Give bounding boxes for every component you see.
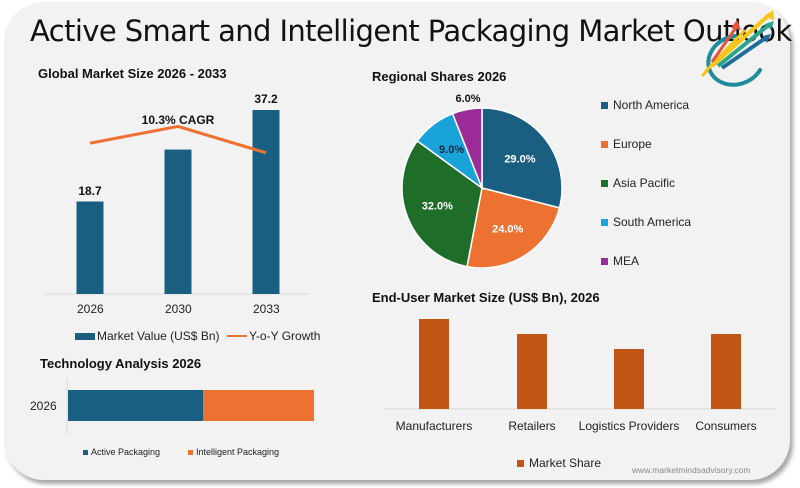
legend-asia-pacific: Asia Pacific <box>601 176 675 190</box>
legend-yoy-growth-swatch <box>227 335 247 337</box>
legend-mea-swatch <box>601 257 608 265</box>
pie-label-mea: 6.0% <box>455 93 481 105</box>
end-user-bar-consumers <box>711 334 741 409</box>
end-user-bar-manufacturers <box>419 319 449 409</box>
end-user-xtick-manufacturers: Manufacturers <box>395 419 473 433</box>
legend-yoy-growth: Y-o-Y Growth <box>227 329 320 343</box>
end-user-title: End-User Market Size (US$ Bn), 2026 <box>372 290 600 305</box>
legend-market-share: Market Share <box>517 456 601 470</box>
legend-market-value-swatch <box>75 332 95 340</box>
legend-active-swatch <box>83 449 88 455</box>
legend-asia-pacific-swatch <box>601 179 608 187</box>
legend-europe-label: Europe <box>613 137 652 151</box>
pie-label-south-america: 9.0% <box>439 144 464 156</box>
legend-intelligent-label: Intelligent Packaging <box>196 447 280 457</box>
pie-slice-mea <box>451 107 483 189</box>
global-market-bar-2026 <box>76 201 104 294</box>
global-market-title: Global Market Size 2026 - 2033 <box>38 66 227 81</box>
legend-north-america-swatch <box>601 101 608 109</box>
legend-active-label: Active Packaging <box>91 447 161 457</box>
global-market-bar-2033 <box>252 110 280 294</box>
legend-south-america-label: South America <box>613 215 692 229</box>
legend-south-america-swatch <box>601 218 608 226</box>
cagr-annotation: 10.3% CAGR <box>141 113 215 127</box>
global-market-xtick-2026: 2026 <box>77 302 104 316</box>
legend-market-value: Market Value (US$ Bn) <box>75 329 220 343</box>
technology-ytick-2026: 2026 <box>30 399 57 413</box>
legend-europe: Europe <box>601 137 652 151</box>
pie-slice-europe <box>466 187 561 269</box>
legend-yoy-growth-label: Y-o-Y Growth <box>249 329 321 343</box>
legend-europe-swatch <box>601 140 608 148</box>
pie-slice-north-america <box>481 107 563 209</box>
global-market-value-label-2026: 18.7 <box>78 183 102 198</box>
end-user-xtick-retailers: Retailers <box>508 419 556 433</box>
legend-intelligent-swatch <box>188 449 193 455</box>
regional-shares-title: Regional Shares 2026 <box>372 69 507 84</box>
end-user-bar-logistics-providers <box>614 349 644 409</box>
global-market-bar-2030 <box>164 149 192 294</box>
legend-south-america: South America <box>601 215 691 229</box>
technology-bar-active <box>68 390 204 421</box>
global-market-xtick-2033: 2033 <box>253 302 280 316</box>
footer-url: www.marketmindsadvisory.com <box>632 465 751 475</box>
technology-title: Technology Analysis 2026 <box>40 356 202 371</box>
pie-label-asia-pacific: 32.0% <box>422 201 453 213</box>
legend-intelligent-packaging: Intelligent Packaging <box>188 447 279 457</box>
pie-slice-asia-pacific <box>401 139 483 268</box>
global-market-value-label-2033: 37.2 <box>254 92 278 106</box>
legend-north-america-label: North America <box>613 98 690 112</box>
legend-mea: MEA <box>601 254 639 268</box>
legend-active-packaging: Active Packaging <box>83 447 160 457</box>
end-user-bar-retailers <box>517 334 547 409</box>
legend-asia-pacific-label: Asia Pacific <box>613 176 676 190</box>
legend-mea-label: MEA <box>613 254 640 268</box>
legend-market-value-label: Market Value (US$ Bn) <box>97 329 220 343</box>
pie-label-europe: 24.0% <box>492 224 523 236</box>
technology-bar-intelligent <box>203 390 314 421</box>
legend-north-america: North America <box>601 98 689 112</box>
page-title: Active Smart and Intelligent Packaging M… <box>30 14 792 48</box>
legend-market-share-label: Market Share <box>529 456 602 470</box>
global-market-xtick-2030: 2030 <box>165 302 192 316</box>
legend-market-share-swatch <box>517 459 524 467</box>
end-user-xtick-logistics-providers: Logistics Providers <box>578 419 680 433</box>
pie-label-north-america: 29.0% <box>504 154 535 166</box>
end-user-xtick-consumers: Consumers <box>695 419 757 433</box>
yoy-growth-line <box>89 124 267 155</box>
